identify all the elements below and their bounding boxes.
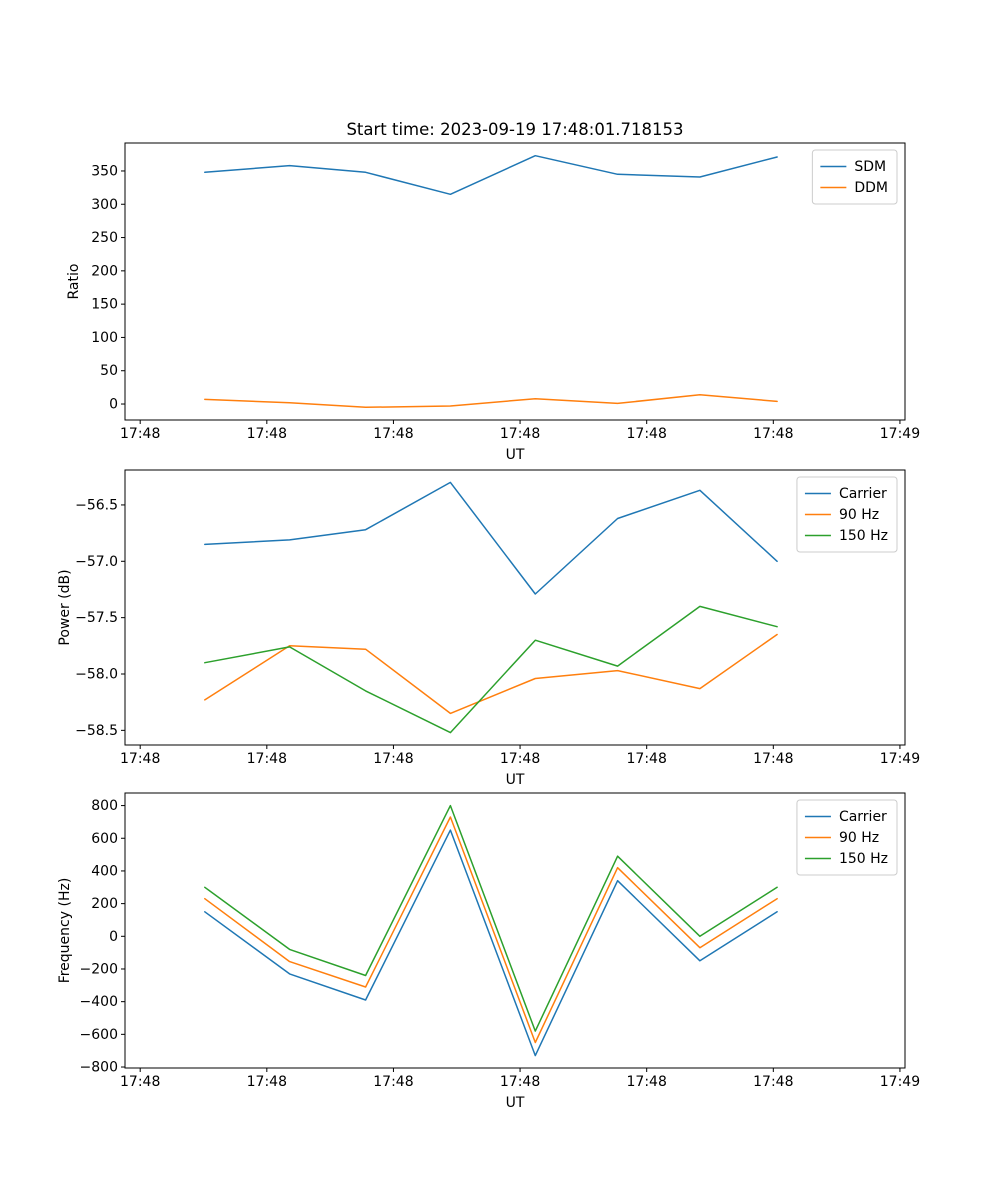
ratio-chart: 17:48 17:48 17:48 17:48 17:48 17:48 17:49 0 50 10… [66,142,920,463]
x-tick-label: 17:48 [753,1074,793,1090]
series-line-carrier [204,829,778,1057]
series-line-carrier [204,481,778,595]
y-axis-label: Frequency (Hz) [57,878,73,984]
x-tick-label: 17:48 [753,426,793,442]
x-axis-ticks: 17:48 17:48 17:48 17:48 17:48 17:48 17:49 [120,1068,920,1090]
x-tick-label: 17:48 [247,426,287,442]
y-tick-label: 600 [91,831,118,847]
x-tick-label: 17:49 [880,426,920,442]
y-tick-label: 200 [91,896,118,912]
legend: SDM DDM [811,149,898,205]
y-tick-label: 400 [91,863,118,879]
series-line-90-hz [204,816,778,1044]
legend-label: SDM [854,159,886,175]
y-tick-label: −57.5 [75,610,118,626]
x-tick-label: 17:48 [500,751,540,767]
x-tick-label: 17:48 [500,426,540,442]
plot-series [204,804,778,1057]
legend-label: 90 Hz [839,830,879,846]
y-tick-label: 0 [109,929,118,945]
legend-label: Carrier [839,486,887,502]
axes-frame [124,792,906,1069]
legend-label: Carrier [839,809,887,825]
y-tick-label: −57.0 [75,554,118,570]
figure-title: Start time: 2023-09-19 17:48:01.718153 [346,120,684,139]
x-tick-label: 17:48 [120,1074,160,1090]
y-axis-ticks: −58.5 −58.0 −57.5 −57.0 −56.5 [75,497,125,739]
y-tick-label: 250 [91,230,118,246]
x-tick-label: 17:48 [120,426,160,442]
legend-label: DDM [854,180,888,196]
legend-label: 150 Hz [839,528,888,544]
series-line-sdm [204,154,778,196]
y-tick-label: −58.0 [75,666,118,682]
y-tick-label: 300 [91,197,118,213]
y-axis-ticks: −800 −600 −400 −200 0 200 400 600 800 [80,798,125,1076]
legend: Carrier 90 Hz 150 Hz [796,476,898,553]
x-axis-label: UT [506,447,525,463]
x-tick-label: 17:48 [247,1074,287,1090]
series-line-ddm [204,393,778,409]
y-axis-label: Ratio [66,264,82,300]
y-tick-label: −600 [80,1027,118,1043]
y-tick-label: 100 [91,330,118,346]
x-tick-label: 17:48 [373,751,413,767]
x-tick-label: 17:48 [627,426,667,442]
x-axis-ticks: 17:48 17:48 17:48 17:48 17:48 17:48 17:49 [120,745,920,767]
y-tick-label: 50 [100,363,118,379]
axes-frame [124,469,906,746]
x-tick-label: 17:48 [373,426,413,442]
plot-series [204,154,778,409]
y-tick-label: −800 [80,1060,118,1076]
y-tick-label: −400 [80,994,118,1010]
y-tick-label: 350 [91,163,118,179]
x-tick-label: 17:49 [880,751,920,767]
x-tick-label: 17:48 [753,751,793,767]
legend-box [796,799,898,876]
y-axis-label: Power (dB) [57,569,73,645]
legend-box [811,149,898,205]
x-tick-label: 17:48 [627,751,667,767]
y-tick-label: 200 [91,263,118,279]
axes-frame [124,142,906,421]
series-line-90-hz [204,633,778,715]
x-tick-label: 17:48 [500,1074,540,1090]
plot-series [204,481,778,734]
legend-box [796,476,898,553]
legend: Carrier 90 Hz 150 Hz [796,799,898,876]
series-line-150-hz [204,605,778,734]
x-tick-label: 17:48 [120,751,160,767]
frequency-chart: 17:48 17:48 17:48 17:48 17:48 17:48 17:49−800−… [57,792,920,1111]
x-axis-label: UT [506,772,525,788]
y-tick-label: 0 [109,397,118,413]
x-axis-label: UT [506,1095,525,1111]
x-tick-label: 17:48 [627,1074,667,1090]
legend-label: 90 Hz [839,507,879,523]
x-tick-label: 17:48 [247,751,287,767]
power-chart: 17:48 17:48 17:48 17:48 17:48 17:48 17:49 −58.5… [57,469,920,788]
y-tick-label: −200 [80,961,118,977]
y-tick-label: −56.5 [75,497,118,513]
y-tick-label: 800 [91,798,118,814]
x-axis-ticks: 17:48 17:48 17:48 17:48 17:48 17:48 17:49 [120,420,920,442]
series-line-150-hz [204,804,778,1032]
x-tick-label: 17:49 [880,1074,920,1090]
x-tick-label: 17:48 [373,1074,413,1090]
y-tick-label: −58.5 [75,723,118,739]
legend-label: 150 Hz [839,851,888,867]
y-tick-label: 150 [91,297,118,313]
y-axis-ticks: 0 50 100 150 200 250 300 350 [91,163,125,413]
